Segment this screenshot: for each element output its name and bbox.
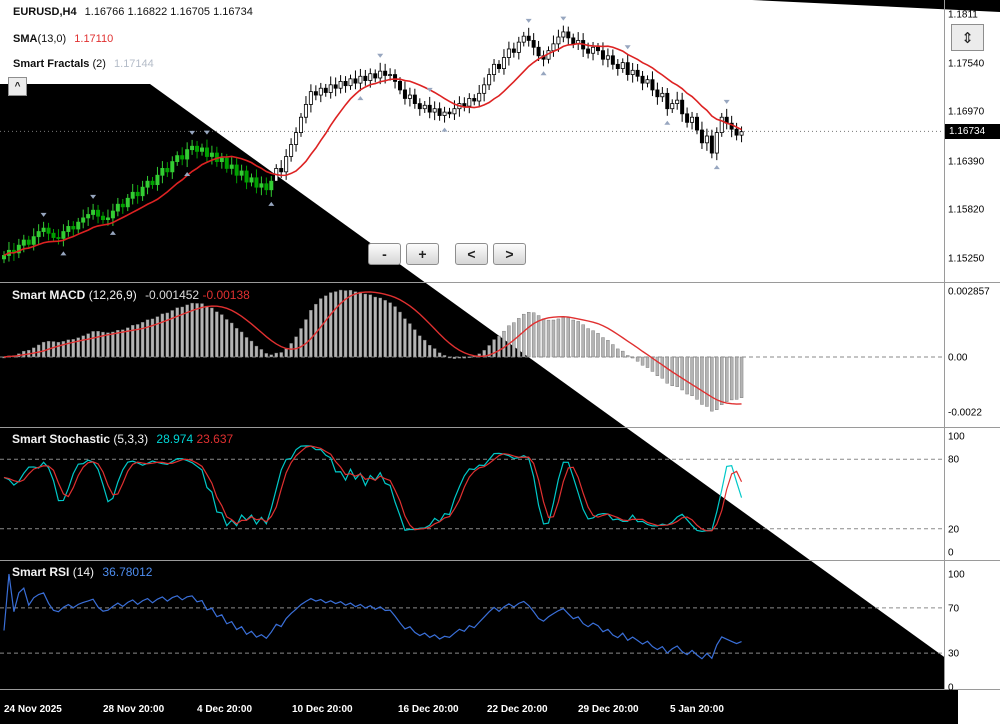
svg-text:70: 70 xyxy=(948,604,960,615)
rsi-params: (14) xyxy=(72,565,95,579)
svg-text:1.16970: 1.16970 xyxy=(948,107,985,118)
zoom-in-label: + xyxy=(418,246,427,262)
svg-text:100: 100 xyxy=(948,570,965,581)
svg-text:29 Dec 20:00: 29 Dec 20:00 xyxy=(578,704,639,715)
macd-signal-line xyxy=(3,291,742,405)
svg-text:1.15820: 1.15820 xyxy=(948,205,985,216)
black-top-sliver xyxy=(752,0,1000,12)
candlesticks xyxy=(2,25,744,264)
svg-text:1.1811: 1.1811 xyxy=(948,10,978,21)
svg-text:0: 0 xyxy=(948,683,954,694)
symbol-timeframe: EURUSD,H4 xyxy=(13,6,77,18)
price-axis[interactable]: 1.1811 1.17540 1.16970 1.16390 1.15820 1.1525… xyxy=(948,10,985,265)
stoch-k-value: 28.974 xyxy=(156,432,194,446)
svg-text:5 Jan 20:00: 5 Jan 20:00 xyxy=(670,704,724,715)
fractal-arrows xyxy=(40,16,730,256)
svg-text:1.16390: 1.16390 xyxy=(948,157,985,168)
stoch-k-line xyxy=(3,445,743,532)
svg-text:30: 30 xyxy=(948,649,960,660)
rsi-name: Smart RSI xyxy=(12,565,70,579)
zoom-out-label: - xyxy=(382,246,387,262)
svg-text:0.002857: 0.002857 xyxy=(948,287,990,298)
scroll-left-label: < xyxy=(467,246,476,262)
stoch-d-value: 23.637 xyxy=(196,432,234,446)
macd-params: (12,26,9) xyxy=(88,288,137,302)
svg-text:80: 80 xyxy=(948,455,960,466)
current-price-badge: 1.16734 xyxy=(945,124,1000,139)
stoch-d-line xyxy=(3,445,743,532)
collapse-icon: ^ xyxy=(14,81,21,92)
macd-name: Smart MACD xyxy=(12,288,86,302)
rsi-line xyxy=(3,573,742,660)
ohlc-readout: 1.16766 1.16822 1.16705 1.16734 xyxy=(84,6,253,18)
macd-main-value: -0.001452 xyxy=(145,288,200,302)
svg-text:-0.0022: -0.0022 xyxy=(948,408,982,419)
zoom-in-button[interactable]: + xyxy=(406,243,439,265)
fractals-indicator-label: Smart Fractals (2) 1.17144 xyxy=(13,58,154,70)
svg-text:100: 100 xyxy=(948,432,965,443)
svg-text:20: 20 xyxy=(948,525,960,536)
time-axis-labels: 24 Nov 2025 28 Nov 20:00 4 Dec 20:00 10 Dec… xyxy=(4,704,724,715)
price-scale-toggle-button[interactable]: ⇕ xyxy=(951,24,984,51)
sma-params: (13,0) xyxy=(37,33,67,45)
indicator-axes: 0.002857 0.00 -0.0022 100 80 20 0 100 70 30 0 xyxy=(948,287,990,694)
svg-text:28 Nov 20:00: 28 Nov 20:00 xyxy=(103,704,165,715)
svg-text:1.17540: 1.17540 xyxy=(948,59,985,70)
fractals-params: (2) xyxy=(92,58,106,70)
scroll-right-label: > xyxy=(505,246,514,262)
svg-text:22 Dec 20:00: 22 Dec 20:00 xyxy=(487,704,548,715)
sma-value: 1.17110 xyxy=(74,33,114,45)
svg-text:24 Nov 2025: 24 Nov 2025 xyxy=(4,704,62,715)
sma-name: SMA xyxy=(13,33,38,45)
stoch-params: (5,3,3) xyxy=(113,432,149,446)
fractals-value: 1.17144 xyxy=(114,58,154,70)
svg-text:16 Dec 20:00: 16 Dec 20:00 xyxy=(398,704,459,715)
black-diagonal-region xyxy=(0,84,990,690)
stoch-name: Smart Stochastic xyxy=(12,432,111,446)
fractals-name: Smart Fractals xyxy=(13,58,90,70)
up-down-arrow-icon: ⇕ xyxy=(961,29,974,47)
svg-text:1.15250: 1.15250 xyxy=(948,254,985,265)
macd-signal-value: -0.00138 xyxy=(202,288,250,302)
price-scale-column[interactable] xyxy=(945,0,1000,690)
macd-panel-title: Smart MACD (12,26,9) -0.001452 -0.00138 xyxy=(12,288,250,302)
svg-text:0.00: 0.00 xyxy=(948,353,968,364)
stoch-panel-title: Smart Stochastic (5,3,3) 28.974 23.637 xyxy=(12,432,233,446)
svg-text:4 Dec 20:00: 4 Dec 20:00 xyxy=(197,704,252,715)
collapse-panel-button[interactable]: ^ xyxy=(8,77,27,96)
sma-line xyxy=(3,42,742,257)
rsi-panel-title: Smart RSI (14) 36.78012 xyxy=(12,565,152,579)
time-axis-band[interactable] xyxy=(0,690,958,724)
sma-indicator-label: SMA(13,0) 1.17110 xyxy=(13,33,113,45)
zoom-out-button[interactable]: - xyxy=(368,243,401,265)
rsi-value: 36.78012 xyxy=(102,565,153,579)
svg-text:0: 0 xyxy=(948,548,954,559)
chart-title: EURUSD,H4 1.16766 1.16822 1.16705 1.1673… xyxy=(13,6,253,18)
scroll-right-button[interactable]: > xyxy=(493,243,526,265)
svg-text:10 Dec 20:00: 10 Dec 20:00 xyxy=(292,704,353,715)
scroll-left-button[interactable]: < xyxy=(455,243,488,265)
